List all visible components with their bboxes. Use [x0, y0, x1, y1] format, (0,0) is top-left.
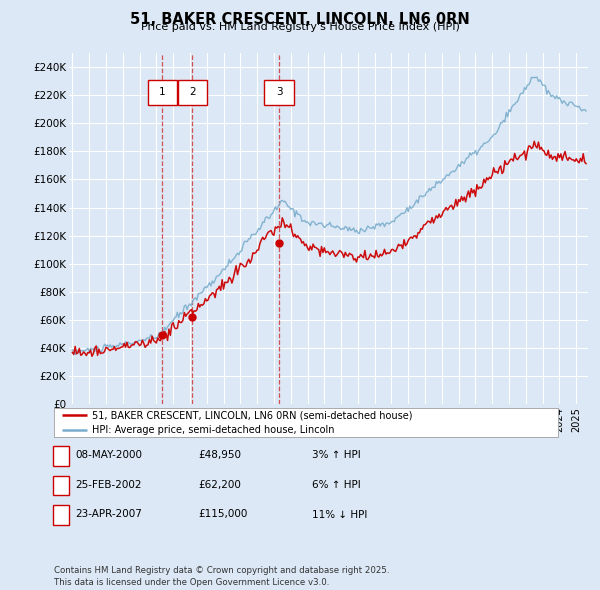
Text: 23-APR-2007: 23-APR-2007 — [75, 510, 142, 519]
FancyBboxPatch shape — [148, 80, 177, 105]
Text: 25-FEB-2002: 25-FEB-2002 — [75, 480, 142, 490]
Text: 3% ↑ HPI: 3% ↑ HPI — [312, 451, 361, 460]
Text: HPI: Average price, semi-detached house, Lincoln: HPI: Average price, semi-detached house,… — [92, 425, 334, 435]
Text: 08-MAY-2000: 08-MAY-2000 — [75, 451, 142, 460]
Text: 51, BAKER CRESCENT, LINCOLN, LN6 0RN (semi-detached house): 51, BAKER CRESCENT, LINCOLN, LN6 0RN (se… — [92, 411, 412, 420]
Text: 3: 3 — [58, 510, 65, 520]
Text: £115,000: £115,000 — [198, 510, 247, 519]
Text: 3: 3 — [276, 87, 283, 97]
Text: 2: 2 — [189, 87, 196, 97]
FancyBboxPatch shape — [178, 80, 207, 105]
Text: 51, BAKER CRESCENT, LINCOLN, LN6 0RN: 51, BAKER CRESCENT, LINCOLN, LN6 0RN — [130, 12, 470, 27]
Text: 1: 1 — [159, 87, 166, 97]
Text: 2: 2 — [58, 480, 65, 490]
FancyBboxPatch shape — [265, 80, 294, 105]
Text: 11% ↓ HPI: 11% ↓ HPI — [312, 510, 367, 519]
Text: 6% ↑ HPI: 6% ↑ HPI — [312, 480, 361, 490]
Text: Price paid vs. HM Land Registry's House Price Index (HPI): Price paid vs. HM Land Registry's House … — [140, 22, 460, 32]
Text: 1: 1 — [58, 451, 65, 461]
Text: £62,200: £62,200 — [198, 480, 241, 490]
Text: £48,950: £48,950 — [198, 451, 241, 460]
Text: Contains HM Land Registry data © Crown copyright and database right 2025.
This d: Contains HM Land Registry data © Crown c… — [54, 566, 389, 587]
